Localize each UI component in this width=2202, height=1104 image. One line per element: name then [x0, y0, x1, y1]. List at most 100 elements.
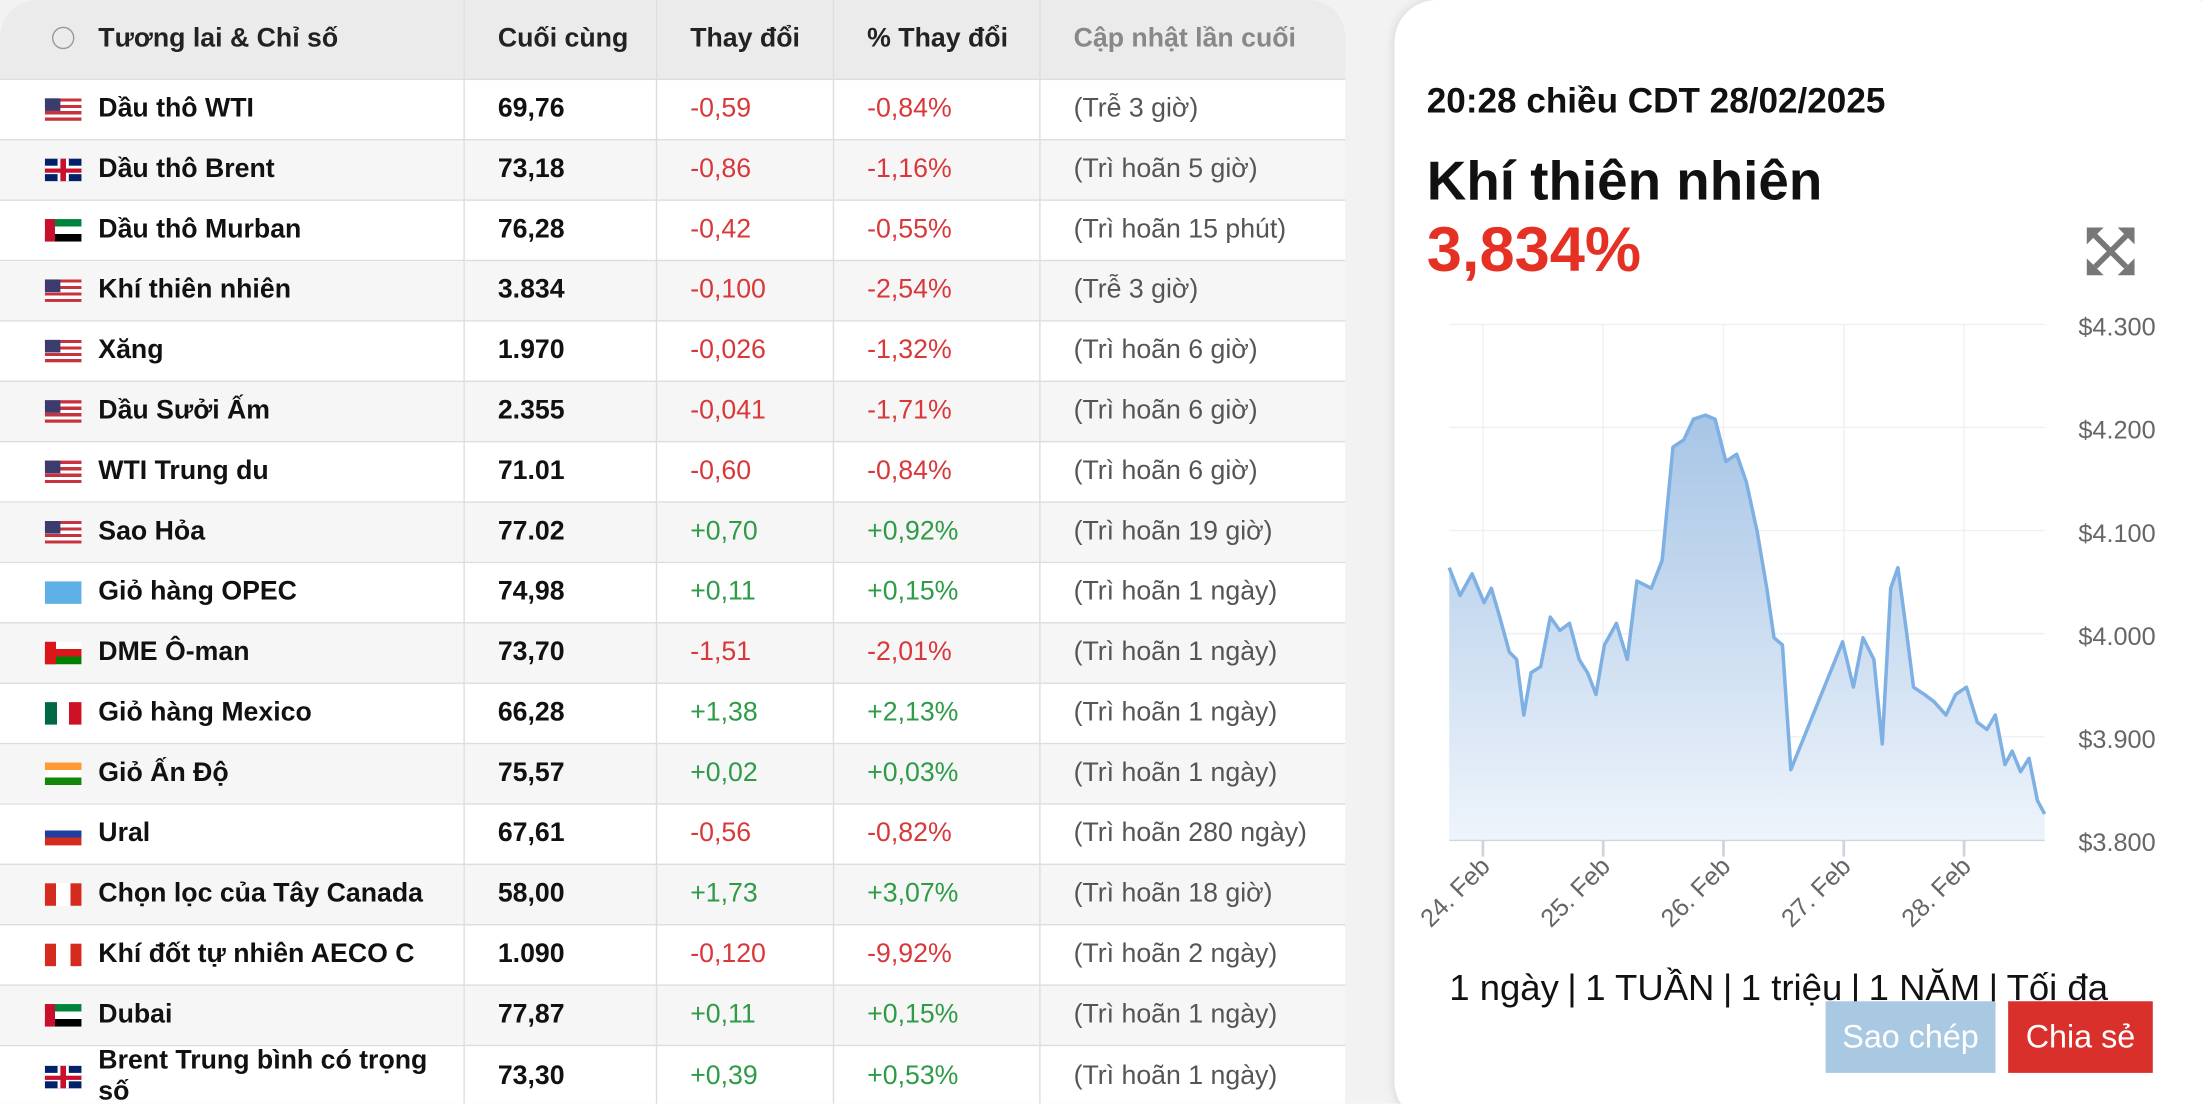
y-tick-label: $3.800	[2078, 829, 2155, 857]
change: -0,56	[655, 803, 834, 866]
column-header: % Thay đổi	[832, 0, 1040, 80]
separator: |	[1988, 966, 1999, 1009]
column-header: Tương lai & Chỉ số	[0, 0, 465, 80]
table-row: Dầu thô Brent 73,18 -0,86 -1,16% (Trì hoãn 5…	[0, 139, 1346, 201]
change: -0,59	[655, 78, 834, 141]
change: -0,100	[655, 259, 834, 322]
last-updated: (Trì hoãn 15 phút)	[1038, 199, 1346, 262]
range-option[interactable]: 1 ngày	[1449, 966, 1559, 1009]
last-updated: (Trì hoãn 1 ngày)	[1038, 682, 1346, 745]
instrument-name: Khí thiên nhiên	[0, 259, 465, 322]
change-percent: -1,16%	[832, 139, 1040, 201]
futures-table: Tương lai & Chỉ số Cuối cùng Thay đổi% Tha…	[0, 0, 1346, 1104]
copy-button[interactable]: Sao chép	[1825, 1001, 1996, 1073]
table-row: Giỏ Ấn Độ 75,57 +0,02 +0,03% (Trì hoãn 1 ngà…	[0, 742, 1346, 805]
x-tick-label: 26. Feb	[1656, 852, 1736, 932]
flag-icon	[44, 219, 82, 242]
change: -0,42	[655, 199, 834, 262]
table-row: Dầu Sưởi Ấm 2.355 -0,041 -1,71% (Trì hoãn 6 …	[0, 380, 1346, 443]
header-row: Tương lai & Chỉ số Cuối cùng Thay đổi% Tha…	[0, 0, 1346, 80]
flag-icon	[44, 279, 82, 302]
last-updated: (Trì hoãn 19 giờ)	[1038, 501, 1346, 564]
change: +0,02	[655, 742, 834, 805]
change: +0,70	[655, 501, 834, 564]
change-percent: -0,82%	[832, 803, 1040, 866]
last-price: 76,28	[462, 199, 657, 262]
last-price: 73,30	[462, 1044, 657, 1104]
table-row: Dubai 77,87 +0,11 +0,15% (Trì hoãn 1 ngày)	[0, 984, 1346, 1047]
flag-icon	[44, 943, 82, 967]
instrument-name: Brent Trung bình có trọng số	[0, 1044, 465, 1104]
change-percent: +0,92%	[832, 501, 1040, 564]
separator: |	[1567, 966, 1577, 1009]
range-selector: 1 ngày | 1 TUẦN | 1 triệu | 1 NĂM | Tối đa	[1449, 966, 2108, 1010]
flag-icon	[44, 400, 82, 423]
flag-icon	[44, 822, 82, 846]
flag-icon	[44, 460, 82, 484]
change: -1,51	[655, 622, 834, 684]
instrument-name: Xăng	[0, 320, 465, 382]
last-updated: (Trì hoãn 1 ngày)	[1038, 984, 1346, 1047]
column-header: Cuối cùng	[463, 0, 657, 80]
table: Tương lai & Chỉ số Cuối cùng Thay đổi% Tha…	[0, 0, 1346, 1104]
price-line	[1447, 413, 2047, 815]
last-updated: (Trì hoãn 6 giờ)	[1038, 320, 1346, 382]
change-percent: +0,03%	[832, 742, 1040, 805]
last-updated: (Trì hoãn 1 ngày)	[1038, 561, 1346, 624]
change: -0,120	[655, 924, 834, 986]
change-percent: -2,54%	[832, 259, 1040, 322]
instrument-name: Dầu thô Brent	[0, 139, 465, 201]
range-option[interactable]: Tối đa	[2006, 966, 2109, 1009]
flag-icon	[44, 702, 82, 725]
table-row: Xăng 1.970 -0,026 -1,32% (Trì hoãn 6 giờ)	[0, 320, 1346, 382]
range-option[interactable]: 1 NĂM	[1868, 966, 1981, 1009]
last-price: 3.834	[462, 259, 657, 322]
change: +1,73	[655, 863, 834, 926]
change: +0,11	[655, 561, 834, 624]
table-row: Dầu thô Murban 76,28 -0,42 -0,55% (Trì hoãn …	[0, 199, 1346, 262]
table-row: Dầu thô WTI 69,76 -0,59 -0,84% (Trễ 3 giờ)	[0, 78, 1346, 141]
change-percent: -2,01%	[832, 622, 1040, 684]
share-button[interactable]: Chia sẻ	[2008, 1001, 2153, 1073]
timestamp: 20:28 chiều CDT 28/02/2025	[1426, 81, 1886, 121]
change-percent: -0,84%	[832, 440, 1040, 503]
last-price: 58,00	[462, 863, 657, 926]
change-percent: -0,84%	[832, 78, 1040, 141]
last-updated: (Trì hoãn 1 ngày)	[1038, 622, 1346, 684]
table-row: Giỏ hàng OPEC 74,98 +0,11 +0,15% (Trì hoãn 1…	[0, 561, 1346, 624]
table-row: Ural 67,61 -0,56 -0,82% (Trì hoãn 280 ngày)	[0, 803, 1346, 866]
flag-icon	[44, 158, 82, 182]
instrument-name: WTI Trung du	[0, 440, 465, 503]
range-option[interactable]: 1 TUẦN	[1585, 966, 1715, 1009]
last-price: 1.090	[462, 924, 657, 986]
instrument-name: Dầu thô WTI	[0, 78, 465, 141]
flag-icon	[44, 1065, 82, 1089]
last-updated: (Trì hoãn 6 giờ)	[1038, 440, 1346, 503]
detail-card	[1394, 0, 2202, 1104]
table-body: Dầu thô WTI 69,76 -0,59 -0,84% (Trễ 3 giờ) Dầ…	[0, 78, 1346, 1104]
range-option[interactable]: 1 triệu	[1740, 966, 1843, 1009]
change-percent: +0,15%	[832, 984, 1040, 1047]
expand-icon[interactable]	[2084, 225, 2137, 278]
last-price: 71.01	[462, 440, 657, 503]
change-percent: +2,13%	[832, 682, 1040, 745]
y-tick-label: $4.100	[2078, 520, 2155, 548]
last-price: 73,18	[462, 139, 657, 201]
table-row: DME Ô-man 73,70 -1,51 -2,01% (Trì hoãn 1 ngà…	[0, 622, 1346, 684]
change-percent: -1,71%	[832, 380, 1040, 443]
last-price: 75,57	[462, 742, 657, 805]
change-percent: -9,92%	[832, 924, 1040, 986]
x-tick-label: 24. Feb	[1415, 852, 1495, 932]
column-header: Cập nhật lần cuối	[1039, 0, 1346, 80]
x-tick-label: 28. Feb	[1896, 852, 1976, 932]
table-row: Khí thiên nhiên 3.834 -0,100 -2,54% (Trễ 3 g…	[0, 259, 1346, 322]
last-price: 1.970	[462, 320, 657, 382]
change-percent: +0,53%	[832, 1044, 1040, 1104]
flag-icon	[44, 339, 82, 363]
change: +0,11	[655, 984, 834, 1047]
last-updated: (Trì hoãn 18 giờ)	[1038, 863, 1346, 926]
last-updated: (Trễ 3 giờ)	[1038, 259, 1346, 322]
last-price: 77,87	[462, 984, 657, 1047]
flag-icon	[44, 1004, 82, 1027]
